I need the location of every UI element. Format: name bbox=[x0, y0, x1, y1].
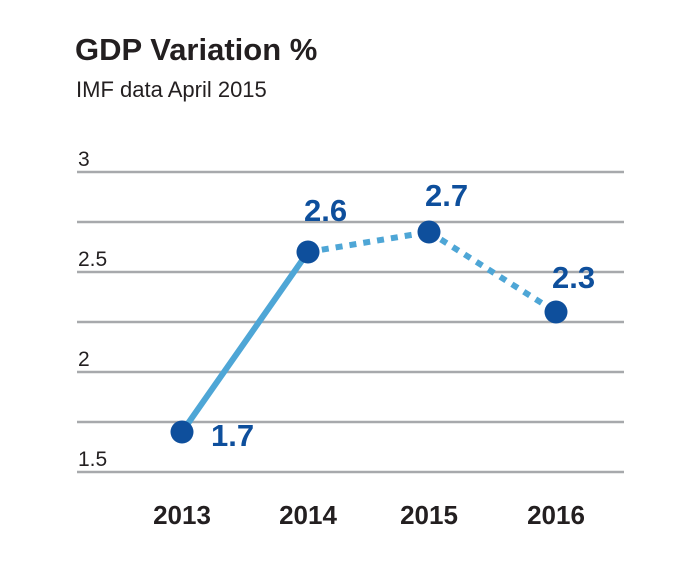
data-label: 2.6 bbox=[304, 193, 347, 228]
data-point bbox=[544, 300, 568, 324]
data-labels: 1.7 2.6 2.7 2.3 bbox=[211, 178, 595, 453]
y-tick-label: 1.5 bbox=[78, 448, 107, 471]
gridlines bbox=[77, 170, 624, 474]
y-tick-label: 2 bbox=[78, 348, 90, 371]
x-tick-label: 2016 bbox=[527, 500, 585, 530]
data-label: 2.3 bbox=[552, 260, 595, 295]
data-label: 2.7 bbox=[425, 178, 468, 213]
x-tick-label: 2013 bbox=[153, 500, 211, 530]
data-point bbox=[296, 240, 320, 264]
series-line bbox=[179, 229, 558, 435]
y-axis-ticks: 3 2.5 2 1.5 bbox=[78, 148, 107, 471]
y-tick-label: 3 bbox=[78, 148, 90, 171]
x-tick-label: 2015 bbox=[400, 500, 458, 530]
line-segment bbox=[179, 249, 311, 435]
line-segment bbox=[427, 229, 558, 315]
data-label: 1.7 bbox=[211, 418, 254, 453]
series-markers bbox=[170, 220, 568, 444]
data-point bbox=[170, 420, 194, 444]
chart-title: GDP Variation % bbox=[75, 32, 318, 67]
line-segment bbox=[307, 229, 430, 255]
chart-subtitle: IMF data April 2015 bbox=[76, 77, 267, 102]
x-axis-labels: 2013 2014 2015 2016 bbox=[153, 500, 585, 530]
data-point bbox=[417, 220, 441, 244]
x-tick-label: 2014 bbox=[279, 500, 337, 530]
y-tick-label: 2.5 bbox=[78, 248, 107, 271]
